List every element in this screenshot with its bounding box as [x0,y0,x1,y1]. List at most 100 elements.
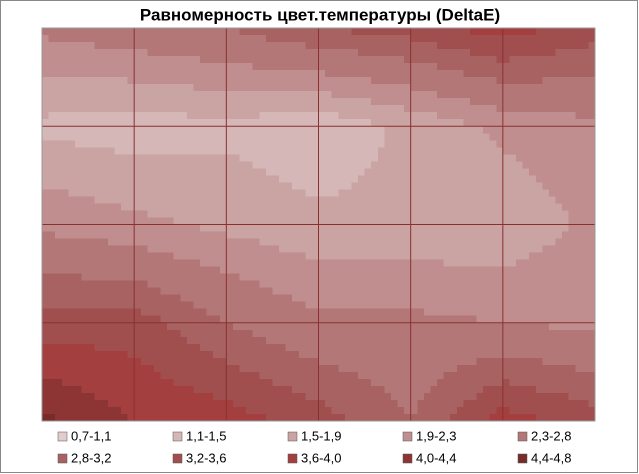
contour-cell [305,273,313,282]
contour-cell [61,336,69,345]
contour-cell [114,224,122,232]
contour-cell [200,49,207,57]
contour-cell [443,105,451,113]
contour-cell [509,259,517,268]
contour-cell [153,98,161,106]
contour-cell [318,329,326,338]
contour-cell [285,364,293,373]
contour-cell [48,196,56,204]
contour-cell [404,119,412,127]
contour-cell [483,399,491,408]
contour-cell [371,203,379,211]
contour-cell [377,35,385,43]
contour-cell [535,56,543,64]
contour-cell [410,189,418,197]
contour-cell [417,147,425,155]
contour-cell [61,210,69,218]
contour-cell [279,399,286,408]
contour-cell [318,350,326,359]
contour-cell [502,364,510,373]
contour-cell [568,217,576,225]
contour-cell [232,119,240,127]
contour-cell [68,105,76,113]
contour-cell [121,357,128,366]
contour-cell [397,105,405,113]
contour-cell [219,238,227,246]
contour-cell [318,154,326,162]
contour-cell [581,28,589,36]
contour-cell [384,336,392,345]
contour-cell [232,252,240,260]
contour-cell [81,63,89,71]
contour-cell [239,133,247,141]
contour-cell [298,378,306,387]
contour-cell [272,98,280,106]
contour-cell [575,252,583,260]
contour-cell [88,357,96,366]
contour-cell [186,147,194,155]
contour-cell [127,385,135,394]
contour-cell [548,49,556,57]
contour-cell [200,217,207,225]
contour-cell [509,364,517,373]
contour-cell [496,126,504,134]
legend-label: 1,9-2,3 [416,428,456,443]
contour-cell [437,322,444,331]
contour-cell [200,98,207,106]
contour-cell [206,406,214,415]
contour-cell [68,154,76,162]
contour-cell [74,385,82,394]
contour-cell [502,105,510,113]
contour-cell [173,168,181,176]
contour-cell [410,154,418,162]
contour-cell [529,77,537,85]
contour-cell [292,336,300,345]
contour-cell [61,231,69,239]
contour-cell [463,91,471,99]
contour-cell [206,329,214,338]
contour-cell [463,406,471,415]
contour-cell [581,371,589,380]
contour-cell [94,84,102,92]
contour-cell [107,147,115,155]
contour-cell [581,238,589,246]
contour-cell [364,252,372,260]
contour-cell [390,84,398,92]
contour-cell [371,238,379,246]
contour-cell [114,98,122,106]
contour-cell [443,140,451,148]
contour-cell [272,147,280,155]
contour-cell [68,266,76,275]
contour-cell [55,399,63,408]
contour-cell [121,112,128,120]
contour-cell [456,126,464,134]
contour-cell [42,70,49,78]
contour-cell [305,147,313,155]
contour-cell [167,350,175,359]
contour-cell [285,28,293,36]
contour-cell [588,126,596,134]
contour-cell [529,35,537,43]
contour-cell [548,413,556,422]
contour-cell [377,301,385,310]
contour-cell [272,77,280,85]
contour-cell [55,77,63,85]
contour-cell [568,231,576,239]
contour-cell [226,259,234,268]
contour-cell [476,315,484,324]
contour-cell [390,301,398,310]
contour-cell [127,203,135,211]
contour-cell [48,294,56,303]
contour-cell [489,154,497,162]
contour-cell [588,266,596,275]
contour-cell [390,98,398,106]
contour-cell [351,357,359,366]
contour-cell [410,42,418,50]
contour-cell [450,105,458,113]
contour-cell [463,343,471,352]
contour-cell [252,63,260,71]
contour-cell [272,406,280,415]
contour-cell [423,182,431,190]
legend-swatch [402,431,413,442]
contour-cell [344,210,352,218]
